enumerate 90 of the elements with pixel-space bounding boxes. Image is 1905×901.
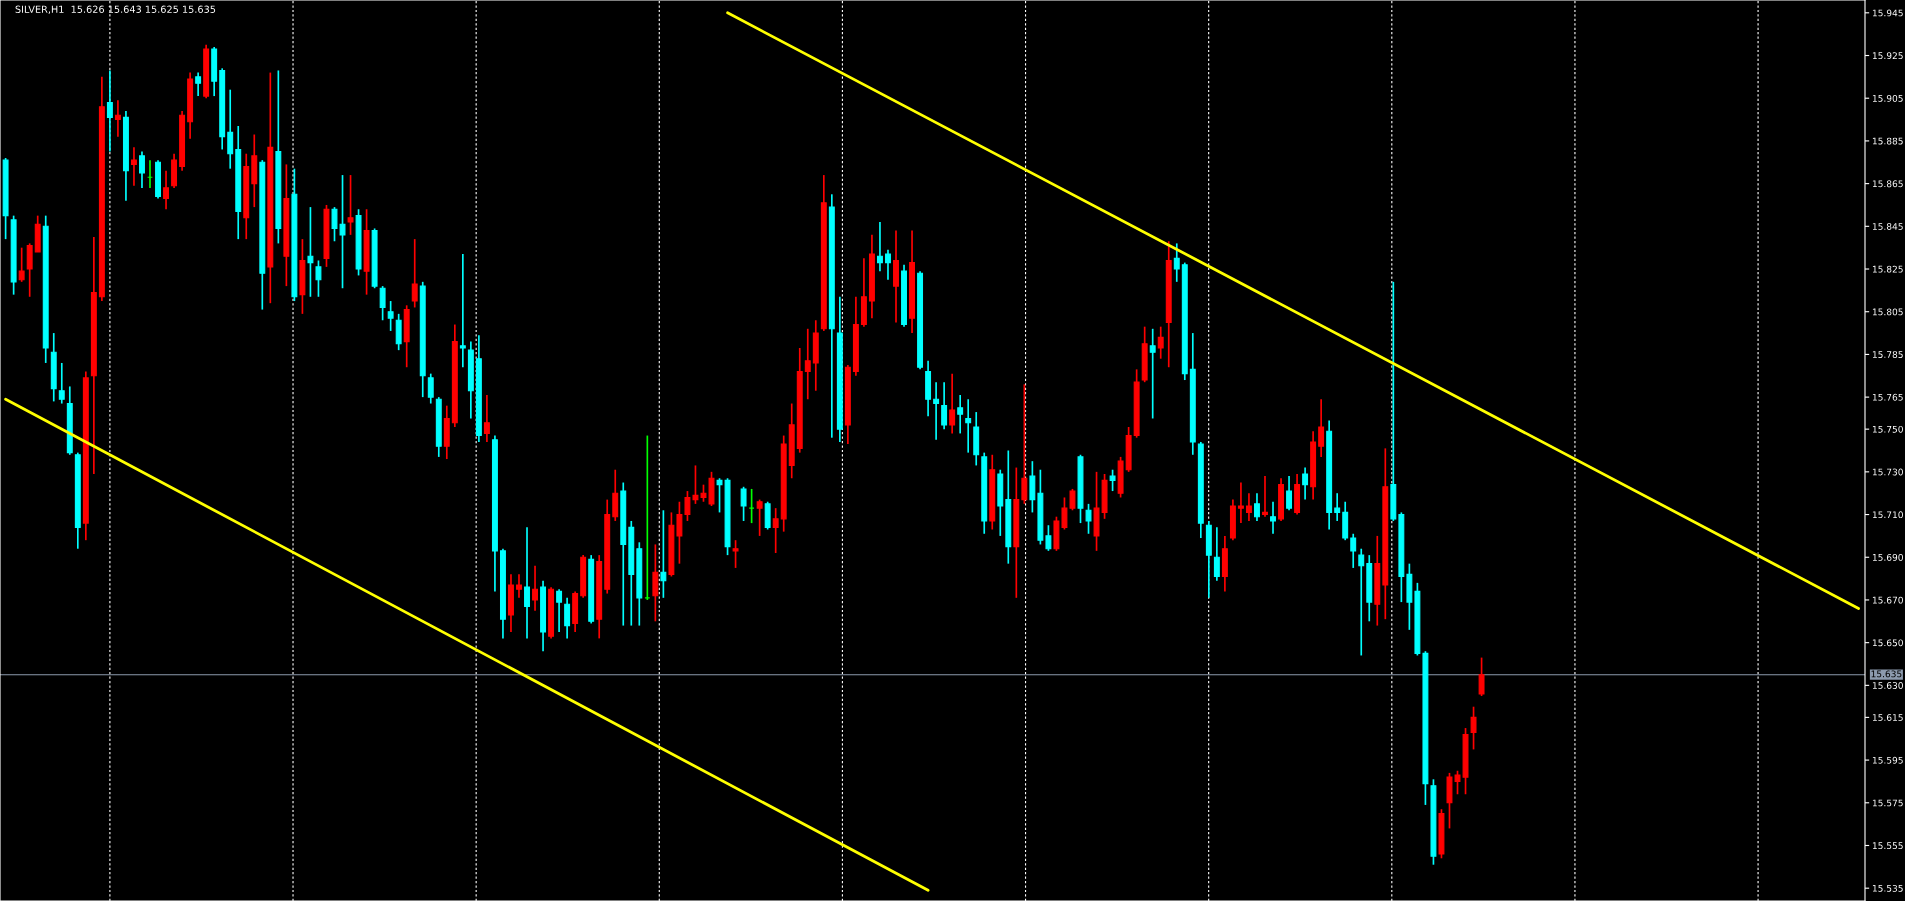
candlestick: [740, 485, 747, 522]
candlestick: [139, 150, 145, 189]
ref-line-label: 15.635: [1871, 670, 1902, 678]
y-tick-label: 15.765: [1872, 393, 1903, 401]
candlestick: [1318, 398, 1325, 458]
candlestick: [379, 285, 386, 322]
candlestick: [949, 372, 956, 435]
candlestick: [315, 259, 322, 298]
y-tick-label: 15.575: [1872, 799, 1903, 807]
candlestick: [483, 394, 490, 443]
candlestick: [1085, 503, 1092, 535]
y-tick-label: 15.670: [1872, 596, 1903, 604]
candlestick: [1302, 466, 1309, 501]
candlestick: [684, 490, 691, 522]
candlestick: [387, 300, 394, 332]
candlestick: [1029, 460, 1036, 514]
candlestick: [1045, 524, 1052, 552]
y-tick-label: 15.710: [1872, 511, 1903, 519]
candlestick: [1350, 532, 1357, 569]
candlestick: [427, 372, 434, 405]
candlestick: [1021, 383, 1028, 505]
text: SILVER,H1 15.626 15.643 15.625 15.635: [15, 5, 216, 14]
candlestick: [876, 221, 883, 272]
candlestick: [1157, 325, 1164, 360]
candlestick: [965, 398, 972, 454]
candlestick: [411, 238, 418, 309]
y-tick-label: 15.805: [1872, 308, 1903, 316]
candlestick: [1286, 475, 1293, 512]
candlestick: [564, 596, 571, 640]
candlestick: [652, 543, 659, 623]
y-tick-label: 15.750: [1872, 425, 1903, 433]
candlestick: [1173, 242, 1180, 283]
y-tick-label: 15.535: [1872, 884, 1903, 892]
candlestick: [957, 394, 964, 435]
candlestick: [933, 381, 940, 441]
candlestick: [227, 88, 234, 170]
y-tick-label: 15.905: [1872, 94, 1903, 102]
y-tick-label: 15.555: [1872, 842, 1903, 850]
y-tick-label: 15.885: [1872, 137, 1903, 145]
candlestick: [1478, 656, 1485, 697]
y-tick-label: 15.925: [1872, 52, 1903, 60]
candlestick: [106, 69, 113, 153]
candlestick: [676, 500, 683, 565]
y-tick-label: 15.825: [1872, 265, 1903, 273]
candlestick: [18, 246, 25, 283]
candlestick: [516, 573, 522, 599]
candlestick: [748, 488, 755, 524]
candlestick: [660, 509, 667, 599]
candlestick: [1149, 327, 1156, 420]
y-tick-label: 15.945: [1872, 9, 1903, 17]
candlestick: [1109, 468, 1116, 492]
candlestick: [26, 242, 33, 298]
candlestick: [885, 248, 891, 281]
candlestick: [1237, 481, 1244, 524]
candlestick: [395, 313, 402, 351]
candlestick: [524, 526, 530, 640]
candlestick: [130, 146, 137, 187]
candlestick: [307, 206, 314, 298]
candlestick: [612, 468, 619, 522]
y-tick-label: 15.845: [1872, 223, 1903, 230]
candlestick: [114, 99, 121, 138]
y-tick-label: 15.650: [1872, 639, 1903, 647]
candlestick: [756, 498, 763, 537]
candlestick: [459, 253, 466, 369]
candlestick: [732, 539, 739, 569]
candlestick: [1262, 475, 1268, 518]
candlestick: [804, 327, 811, 401]
y-tick-label: 15.615: [1872, 714, 1903, 721]
candlestick: [1245, 492, 1252, 522]
candlestick: [772, 507, 779, 554]
candlestick: [1254, 492, 1260, 522]
y-tick-label: 15.785: [1872, 351, 1903, 358]
candlestick: [532, 564, 538, 612]
y-tick-label: 15.595: [1872, 756, 1903, 764]
y-tick-label: 15.865: [1872, 180, 1903, 188]
candlestick: [941, 381, 948, 430]
candlestick: [764, 500, 771, 531]
y-tick-label: 15.630: [1872, 682, 1903, 689]
candlestick: [1470, 705, 1477, 751]
candlestick: [1270, 500, 1276, 535]
y-tick-label: 15.690: [1872, 553, 1903, 561]
candlestick: [347, 174, 354, 236]
candlestick: [556, 588, 563, 633]
candlestick: [1334, 492, 1341, 522]
y-tick-label: 15.730: [1872, 468, 1903, 476]
candlestick: [1213, 526, 1220, 582]
candlestick: [1358, 547, 1365, 657]
candlestick: [163, 169, 170, 211]
candlestick: [195, 71, 202, 97]
candlestick: [58, 362, 65, 405]
